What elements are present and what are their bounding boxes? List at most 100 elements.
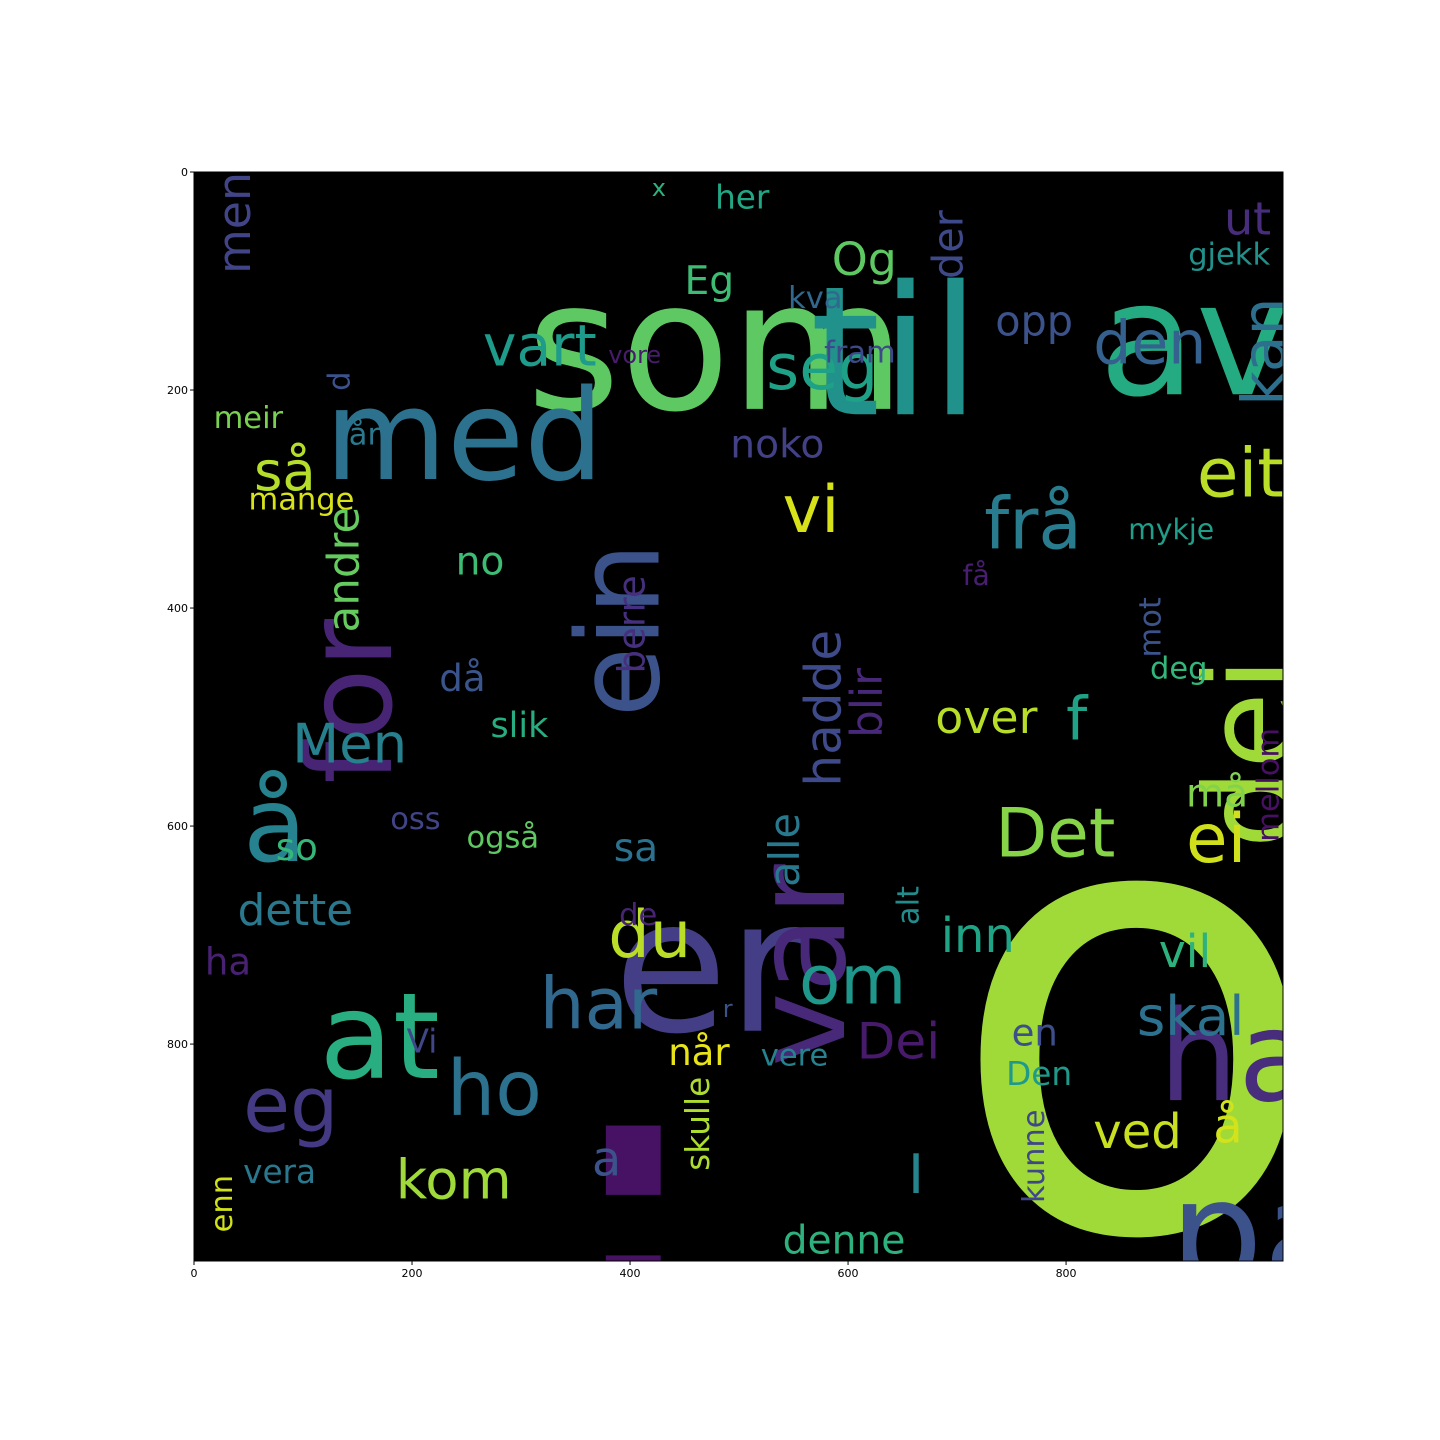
word-83: blir bbox=[843, 668, 893, 738]
word-45: d bbox=[323, 372, 358, 391]
word-0: og bbox=[946, 652, 1440, 1376]
word-16: ho bbox=[447, 1044, 542, 1133]
word-36: x bbox=[652, 174, 666, 202]
word-62: m bbox=[872, 1257, 908, 1300]
word-48: Men bbox=[292, 712, 407, 776]
word-4: til bbox=[810, 248, 981, 457]
word-51: ha bbox=[205, 941, 251, 984]
word-38: kva bbox=[788, 281, 842, 316]
word-22: frå bbox=[984, 483, 1082, 566]
word-23: vi bbox=[783, 472, 840, 548]
word-94: skal bbox=[1137, 984, 1245, 1048]
y-tick-label-1: 200 bbox=[167, 384, 188, 397]
x-tick-label-2: 400 bbox=[620, 1267, 641, 1280]
word-75: r bbox=[723, 995, 733, 1023]
word-100: få bbox=[963, 559, 990, 592]
word-87: berre bbox=[610, 575, 653, 673]
plot-background bbox=[194, 172, 1283, 1261]
word-25: eit bbox=[1197, 434, 1284, 513]
y-tick-label-3: 600 bbox=[167, 820, 188, 833]
word-73: I bbox=[908, 1142, 924, 1206]
word-14: ein bbox=[554, 543, 687, 718]
word-79: sa bbox=[614, 826, 658, 871]
word-35: her bbox=[715, 179, 770, 217]
word-95: må bbox=[1186, 772, 1248, 817]
word-34: Eg bbox=[685, 259, 735, 304]
word-89: over bbox=[935, 690, 1037, 744]
word-21: Det bbox=[995, 793, 1115, 872]
axes: ogidetsomtilavmederhanpåatdeiforvareinåh… bbox=[167, 166, 1440, 1440]
word-37: gjekk bbox=[1188, 237, 1270, 272]
word-84: slik bbox=[491, 706, 550, 746]
word-50: dette bbox=[238, 886, 354, 936]
word-90: f bbox=[1066, 684, 1089, 754]
word-85: då bbox=[439, 657, 485, 700]
words-layer: ogidetsomtilavmederhanpåatdeiforvareinåh… bbox=[205, 172, 1440, 1440]
word-27: den bbox=[1093, 308, 1206, 378]
word-10: at bbox=[319, 968, 439, 1107]
word-33: Og bbox=[832, 232, 897, 286]
word-29: vart bbox=[483, 314, 597, 380]
word-18: har bbox=[540, 962, 658, 1045]
word-66: når bbox=[668, 1031, 730, 1074]
word-32: ut bbox=[1224, 192, 1271, 246]
word-71: ved bbox=[1093, 1104, 1181, 1160]
word-47: andre bbox=[319, 507, 369, 633]
word-96: mellom bbox=[1251, 728, 1286, 842]
y-axis-ticks: 0 200 400 600 800 bbox=[167, 166, 194, 1051]
word-44: år bbox=[349, 417, 381, 452]
word-6: med bbox=[325, 363, 604, 509]
word-76: Vi bbox=[407, 1022, 438, 1060]
word-53: enn bbox=[205, 1175, 240, 1232]
x-tick-label-0: 0 bbox=[191, 1267, 198, 1280]
word-55: kom bbox=[396, 1148, 512, 1212]
word-80: de bbox=[619, 898, 657, 933]
word-11: dei bbox=[1178, 657, 1324, 849]
word-31: der bbox=[924, 209, 972, 279]
word-2: det bbox=[854, 1219, 1391, 1440]
plot-frame bbox=[193, 171, 1284, 1262]
word-98: mot bbox=[1134, 597, 1169, 657]
word-81: alle bbox=[761, 813, 809, 887]
word-88: noko bbox=[730, 423, 824, 468]
word-97: deg bbox=[1150, 652, 1208, 687]
word-74: kunne bbox=[1017, 1110, 1052, 1203]
word-92: alt bbox=[892, 886, 927, 925]
y-tick-label-2: 400 bbox=[167, 602, 188, 615]
word-39: fram bbox=[824, 336, 896, 371]
word-68: Dei bbox=[857, 1011, 940, 1070]
word-41: men bbox=[207, 172, 261, 274]
x-tick-label-4: 800 bbox=[1056, 1267, 1077, 1280]
word-52: vera bbox=[243, 1153, 316, 1191]
word-78: også bbox=[467, 821, 540, 856]
word-63: to bbox=[670, 1257, 701, 1292]
word-91: inn bbox=[941, 908, 1015, 964]
word-19: om bbox=[799, 941, 906, 1020]
word-3: som bbox=[527, 243, 906, 452]
word-65: a bbox=[592, 1131, 621, 1187]
word-7: er bbox=[614, 859, 805, 1075]
word-49: so bbox=[276, 826, 318, 869]
word-17: eg bbox=[243, 1060, 338, 1149]
y-tick-label-0: 0 bbox=[181, 166, 188, 179]
word-40: vore bbox=[608, 341, 661, 369]
x-tick-label-3: 600 bbox=[838, 1267, 859, 1280]
word-93: vil bbox=[1159, 924, 1212, 978]
word-20: du bbox=[608, 897, 691, 973]
word-30: opp bbox=[995, 297, 1073, 345]
word-72: å bbox=[1213, 1099, 1242, 1155]
word-9: på bbox=[1170, 1148, 1354, 1320]
word-24: ei bbox=[1186, 799, 1246, 878]
word-46: mange bbox=[249, 483, 355, 518]
y-tick-label-4: 800 bbox=[167, 1038, 188, 1051]
word-70: Den bbox=[1006, 1055, 1072, 1093]
word-5: av bbox=[1099, 248, 1289, 432]
word-26: kan bbox=[1230, 297, 1300, 406]
word-86: no bbox=[456, 539, 505, 584]
word-99: mykje bbox=[1128, 513, 1214, 546]
word-67: vere bbox=[761, 1039, 828, 1074]
word-28: seg bbox=[766, 330, 878, 404]
x-tick-label-1: 200 bbox=[402, 1267, 423, 1280]
x-axis-ticks: 0 200 400 600 800 bbox=[191, 1261, 1077, 1280]
